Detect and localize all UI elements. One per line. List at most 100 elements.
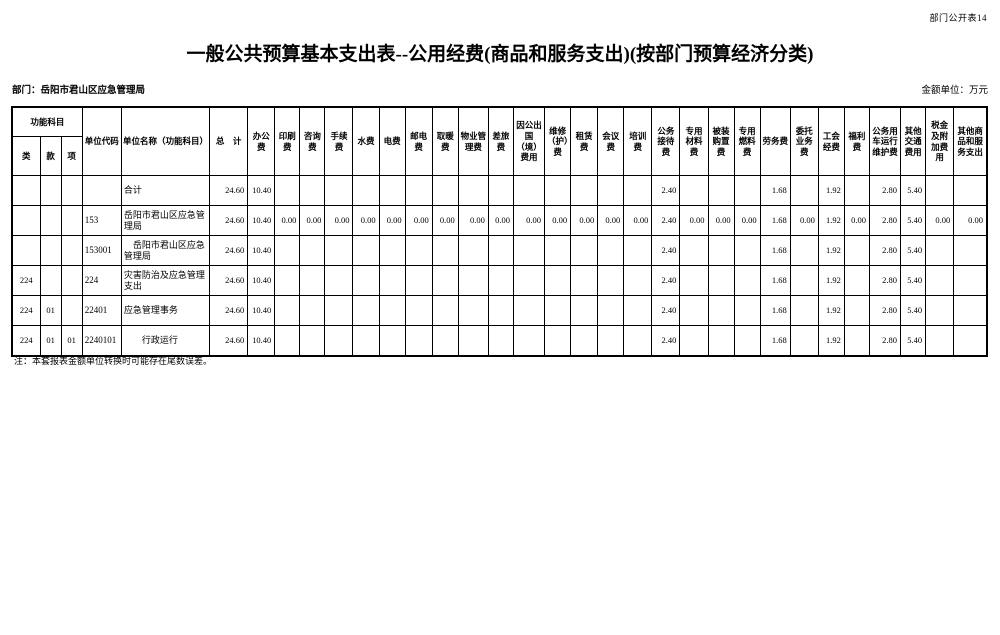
header-fee-column: 电费: [378, 106, 406, 176]
cell-amount: 0.00: [843, 205, 870, 236]
cell-unit-code: 22401: [81, 295, 122, 326]
cell-amount: [733, 295, 761, 326]
cell-amount: 5.40: [900, 205, 927, 236]
cell-amount: [487, 235, 514, 266]
cell-amount: 5.40: [900, 325, 927, 356]
cell-amount: [404, 325, 433, 356]
amount-unit-label: 金额单位：万元: [921, 86, 988, 96]
cell-amount: [544, 265, 572, 296]
cell-amount: 1.68: [759, 175, 791, 206]
header-fee-column: 物业管理费: [457, 106, 489, 176]
cell-amount: [274, 265, 301, 296]
cell-unit-name: 合计: [120, 175, 211, 206]
cell-amount: [352, 265, 380, 296]
cell-amount: 5.40: [900, 295, 927, 326]
cell-amount: [487, 295, 514, 326]
cell-amount: [623, 235, 653, 266]
cell-amount: 0.00: [487, 205, 514, 236]
cell-amount: [623, 175, 653, 206]
meta-row: 部门：岳阳市君山区应急管理局 金额单位：万元: [12, 82, 988, 96]
header-func-subcolumn: 项: [60, 136, 83, 176]
cell-item: [60, 235, 83, 266]
cell-amount: 2.40: [651, 265, 681, 296]
header-fee-column: 差旅费: [487, 106, 514, 176]
table-header: 功能科目 单位代码 单位名称（功能科目）总 计办公费 印刷费 咨询费 手续费 水费 电费 邮电费…: [11, 106, 988, 176]
cell-amount: [324, 235, 354, 266]
cell-amount: 0.00: [679, 205, 709, 236]
cell-class: [11, 235, 41, 266]
cell-amount: [544, 295, 572, 326]
cell-amount: [544, 325, 572, 356]
cell-class: 224: [11, 265, 41, 296]
header-fee-column: 手续费: [324, 106, 354, 176]
cell-amount: [324, 295, 354, 326]
cell-amount: [843, 295, 870, 326]
cell-amount: 1.68: [759, 325, 791, 356]
cell-amount: 0.00: [404, 205, 433, 236]
header-fee-column: 其他交通费用: [900, 106, 927, 176]
cell-amount: 24.60: [209, 205, 249, 236]
cell-amount: [679, 235, 709, 266]
header-fee-column: 公务用车运行维护费: [868, 106, 902, 176]
cell-item: [60, 205, 83, 236]
cell-amount: 24.60: [209, 265, 249, 296]
cell-amount: [953, 235, 988, 266]
cell-amount: [953, 175, 988, 206]
cell-amount: [404, 235, 433, 266]
header-fee-column: 工会经费: [817, 106, 845, 176]
cell-amount: [953, 295, 988, 326]
cell-amount: [570, 175, 599, 206]
header-fee-column: 水费: [352, 106, 380, 176]
footnote: 注：本套报表金额单位转换时可能存在尾数误差。: [14, 356, 213, 366]
cell-unit-name: 岳阳市君山区应急管理局: [120, 235, 211, 266]
cell-amount: [324, 175, 354, 206]
cell-amount: 0.00: [953, 205, 988, 236]
cell-amount: [299, 325, 326, 356]
cell-amount: 1.92: [817, 295, 845, 326]
header-fee-column: 维修（护）费: [544, 106, 572, 176]
header-fee-column: 税金及附加费用: [925, 106, 955, 176]
cell-amount: [431, 235, 459, 266]
cell-amount: 0.00: [544, 205, 572, 236]
cell-amount: [274, 235, 301, 266]
cell-amount: 0.00: [707, 205, 735, 236]
cell-amount: 2.80: [868, 175, 902, 206]
table-row: 224 01 01 2240101 行政运行 24.60 10.40 2.40 1.68 1.9…: [11, 325, 988, 356]
cell-amount: [431, 265, 459, 296]
cell-amount: 24.60: [209, 235, 249, 266]
cell-amount: [789, 325, 819, 356]
cell-amount: 2.40: [651, 235, 681, 266]
cell-item: [60, 295, 83, 326]
cell-amount: [299, 295, 326, 326]
cell-amount: 1.92: [817, 205, 845, 236]
cell-amount: [679, 265, 709, 296]
cell-amount: [512, 175, 546, 206]
cell-amount: [274, 175, 301, 206]
cell-amount: [843, 235, 870, 266]
cell-class: 224: [11, 295, 41, 326]
cell-amount: [378, 265, 406, 296]
cell-amount: 0.00: [378, 205, 406, 236]
cell-amount: 0.00: [733, 205, 761, 236]
header-fee-column: 咨询费: [299, 106, 326, 176]
cell-amount: [953, 325, 988, 356]
cell-amount: [707, 175, 735, 206]
cell-amount: [324, 325, 354, 356]
header-unit-name: 单位名称（功能科目）: [120, 106, 211, 176]
header-fee-column: 印刷费: [274, 106, 301, 176]
cell-amount: 0.00: [431, 205, 459, 236]
cell-amount: 0.00: [299, 205, 326, 236]
header-functional-subject: 功能科目: [11, 106, 83, 137]
cell-section: 01: [39, 295, 62, 326]
cell-amount: [274, 325, 301, 356]
cell-amount: [404, 175, 433, 206]
cell-amount: [352, 325, 380, 356]
cell-amount: [512, 325, 546, 356]
cell-amount: 10.40: [247, 205, 276, 236]
cell-amount: 24.60: [209, 175, 249, 206]
cell-amount: 2.80: [868, 295, 902, 326]
header-fee-column: 公务接待费: [651, 106, 681, 176]
cell-amount: [544, 235, 572, 266]
header-fee-column: 福利费: [843, 106, 870, 176]
header-fee-column: 被装购置费: [707, 106, 735, 176]
